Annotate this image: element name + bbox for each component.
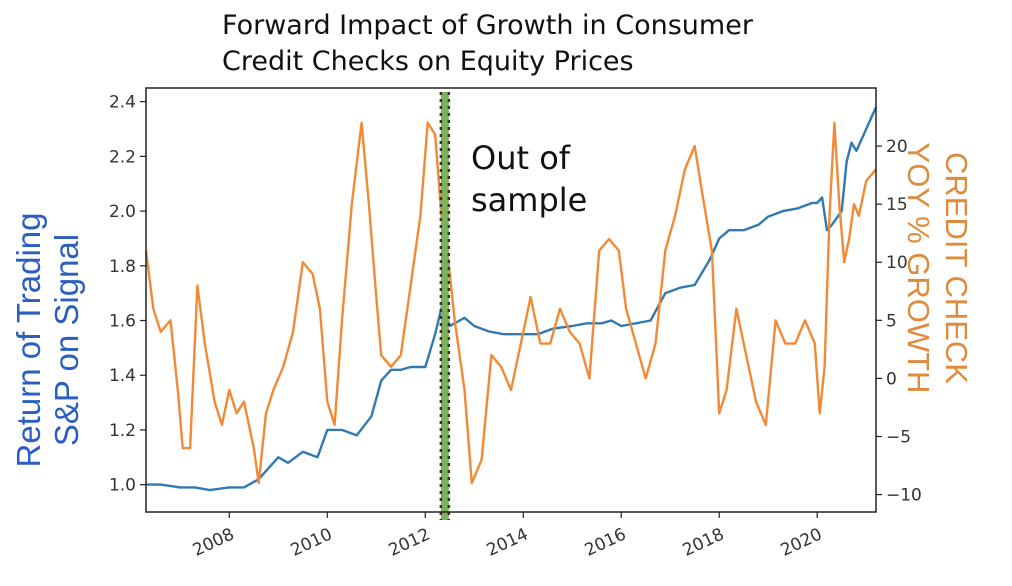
chart-title-line-1: Forward Impact of Growth in Consumer (222, 10, 753, 41)
y-label-left-line-2: S&P on Signal (48, 234, 85, 446)
y-right-tick-label: −10 (886, 486, 922, 506)
y-right-tick-label: 20 (886, 137, 908, 157)
y-label-right-line-2: YOY % GROWTH (901, 143, 936, 394)
y-right-tick-label: 10 (886, 253, 908, 273)
plot-frame (145, 87, 877, 513)
y-axis-left: 1.0 1.2 1.4 1.6 1.8 2.0 2.2 2.4 (109, 93, 146, 496)
y-right-tick-label: −5 (886, 427, 911, 447)
series-line-right (144, 121, 877, 485)
y-left-tick-label: 1.0 (109, 476, 136, 496)
y-left-tick-label: 1.8 (109, 257, 136, 277)
x-tick-label: 2010 (288, 524, 336, 560)
x-tick-label: 2018 (680, 524, 728, 560)
y-label-right-line-1: CREDIT CHECK (939, 152, 974, 384)
x-tick-label: 2008 (190, 524, 238, 560)
x-tick-label: 2012 (386, 524, 434, 560)
annotation-line-2: sample (471, 181, 587, 219)
x-tick-label: 2014 (484, 524, 532, 560)
out-of-sample-divider (439, 92, 451, 520)
y-left-tick-label: 2.4 (109, 93, 136, 113)
y-left-tick-label: 2.0 (109, 202, 136, 222)
y-left-tick-label: 1.4 (109, 366, 136, 386)
y-right-tick-label: 0 (886, 369, 897, 389)
y-left-tick-label: 2.2 (109, 147, 136, 167)
y-label-left-line-1: Return of Trading (10, 213, 47, 468)
y-left-tick-label: 1.6 (109, 312, 136, 332)
chart-title-line-2: Credit Checks on Equity Prices (222, 46, 634, 77)
annotation-line-1: Out of (471, 139, 571, 177)
y-left-tick-label: 1.2 (109, 421, 136, 441)
y-right-tick-label: 15 (886, 195, 908, 215)
x-tick-label: 2016 (582, 524, 630, 560)
y-right-tick-label: 5 (886, 311, 897, 331)
divider-band (440, 92, 449, 520)
series-layer (144, 106, 878, 492)
x-axis: 2008 2010 2012 2014 2016 2018 2020 (190, 512, 826, 561)
y-axis-right: −10 −5 0 5 10 15 20 (876, 137, 922, 506)
chart-title: Forward Impact of Growth in Consumer Cre… (222, 8, 922, 80)
x-tick-label: 2020 (778, 524, 826, 560)
